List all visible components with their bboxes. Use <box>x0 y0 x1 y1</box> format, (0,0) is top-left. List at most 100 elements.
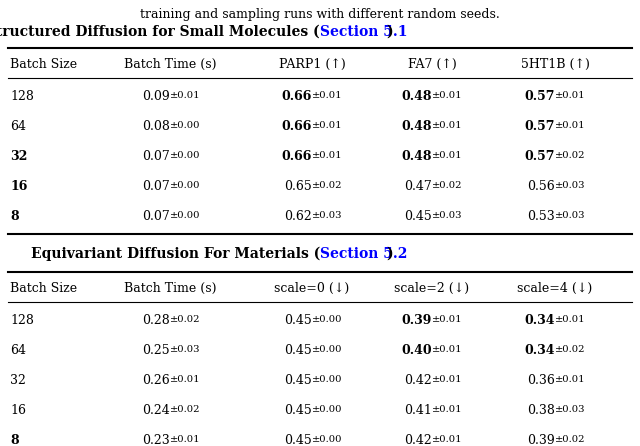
Text: 0.34: 0.34 <box>525 314 555 326</box>
Text: 0.45: 0.45 <box>284 373 312 387</box>
Text: 0.25: 0.25 <box>142 343 170 356</box>
Text: ±0.01: ±0.01 <box>170 435 200 445</box>
Text: FA7 (↑): FA7 (↑) <box>408 58 456 70</box>
Text: ±0.02: ±0.02 <box>555 152 586 161</box>
Text: 0.66: 0.66 <box>282 149 312 162</box>
Text: 0.45: 0.45 <box>284 343 312 356</box>
Text: 16: 16 <box>10 404 26 417</box>
Text: 0.28: 0.28 <box>142 314 170 326</box>
Text: 0.39: 0.39 <box>527 434 555 446</box>
Text: 0.56: 0.56 <box>527 179 555 193</box>
Text: ±0.01: ±0.01 <box>312 152 342 161</box>
Text: 0.07: 0.07 <box>142 210 170 223</box>
Text: ±0.01: ±0.01 <box>555 315 586 325</box>
Text: 0.38: 0.38 <box>527 404 555 417</box>
Text: 8: 8 <box>10 434 19 446</box>
Text: 0.34: 0.34 <box>525 343 555 356</box>
Text: ±0.02: ±0.02 <box>312 182 342 190</box>
Text: 0.08: 0.08 <box>142 120 170 132</box>
Text: 5HT1B (↑): 5HT1B (↑) <box>520 58 589 70</box>
Text: 0.45: 0.45 <box>284 314 312 326</box>
Text: 0.23: 0.23 <box>142 434 170 446</box>
Text: 0.57: 0.57 <box>525 120 555 132</box>
Text: 0.47: 0.47 <box>404 179 432 193</box>
Text: 0.45: 0.45 <box>404 210 432 223</box>
Text: Batch Size: Batch Size <box>10 58 77 70</box>
Text: ±0.01: ±0.01 <box>555 121 586 131</box>
Text: Equivariant Diffusion For Materials (: Equivariant Diffusion For Materials ( <box>31 247 320 261</box>
Text: ±0.01: ±0.01 <box>432 435 463 445</box>
Text: ±0.00: ±0.00 <box>312 376 342 384</box>
Text: 0.09: 0.09 <box>142 90 170 103</box>
Text: ±0.01: ±0.01 <box>170 91 200 100</box>
Text: 32: 32 <box>10 373 26 387</box>
Text: 0.62: 0.62 <box>284 210 312 223</box>
Text: 0.66: 0.66 <box>282 90 312 103</box>
Text: ±0.02: ±0.02 <box>170 315 200 325</box>
Text: ): ) <box>386 247 392 261</box>
Text: ±0.00: ±0.00 <box>312 315 342 325</box>
Text: ±0.00: ±0.00 <box>170 121 200 131</box>
Text: Batch Time (s): Batch Time (s) <box>124 58 216 70</box>
Text: Batch Size: Batch Size <box>10 281 77 294</box>
Text: ±0.00: ±0.00 <box>170 182 200 190</box>
Text: 128: 128 <box>10 90 34 103</box>
Text: ±0.01: ±0.01 <box>432 91 463 100</box>
Text: 0.48: 0.48 <box>401 90 432 103</box>
Text: ±0.03: ±0.03 <box>432 211 463 220</box>
Text: PARP1 (↑): PARP1 (↑) <box>278 58 346 70</box>
Text: ±0.00: ±0.00 <box>170 211 200 220</box>
Text: 0.39: 0.39 <box>402 314 432 326</box>
Text: ±0.00: ±0.00 <box>312 346 342 355</box>
Text: ±0.01: ±0.01 <box>555 376 586 384</box>
Text: 0.45: 0.45 <box>284 404 312 417</box>
Text: ±0.01: ±0.01 <box>555 91 586 100</box>
Text: ±0.01: ±0.01 <box>432 121 463 131</box>
Text: Section 5.1: Section 5.1 <box>320 25 408 39</box>
Text: scale=0 (↓): scale=0 (↓) <box>275 281 349 294</box>
Text: ±0.01: ±0.01 <box>432 315 463 325</box>
Text: ±0.00: ±0.00 <box>170 152 200 161</box>
Text: scale=2 (↓): scale=2 (↓) <box>394 281 470 294</box>
Text: 8: 8 <box>10 210 19 223</box>
Text: 16: 16 <box>10 179 28 193</box>
Text: ): ) <box>386 25 392 39</box>
Text: ±0.03: ±0.03 <box>170 346 200 355</box>
Text: 0.41: 0.41 <box>404 404 432 417</box>
Text: ±0.02: ±0.02 <box>555 346 586 355</box>
Text: 0.57: 0.57 <box>525 149 555 162</box>
Text: 0.26: 0.26 <box>142 373 170 387</box>
Text: 0.24: 0.24 <box>142 404 170 417</box>
Text: ±0.03: ±0.03 <box>555 211 586 220</box>
Text: ±0.00: ±0.00 <box>312 405 342 414</box>
Text: 0.53: 0.53 <box>527 210 555 223</box>
Text: 64: 64 <box>10 343 26 356</box>
Text: ±0.01: ±0.01 <box>432 405 463 414</box>
Text: ±0.02: ±0.02 <box>170 405 200 414</box>
Text: 128: 128 <box>10 314 34 326</box>
Text: Batch Time (s): Batch Time (s) <box>124 281 216 294</box>
Text: 0.48: 0.48 <box>401 120 432 132</box>
Text: 32: 32 <box>10 149 28 162</box>
Text: 0.42: 0.42 <box>404 373 432 387</box>
Text: ±0.01: ±0.01 <box>432 376 463 384</box>
Text: 0.66: 0.66 <box>282 120 312 132</box>
Text: Graph-Structured Diffusion for Small Molecules (: Graph-Structured Diffusion for Small Mol… <box>0 25 320 39</box>
Text: ±0.03: ±0.03 <box>555 405 586 414</box>
Text: ±0.01: ±0.01 <box>312 91 342 100</box>
Text: 64: 64 <box>10 120 26 132</box>
Text: training and sampling runs with different random seeds.: training and sampling runs with differen… <box>140 8 500 21</box>
Text: 0.42: 0.42 <box>404 434 432 446</box>
Text: ±0.00: ±0.00 <box>312 435 342 445</box>
Text: ±0.03: ±0.03 <box>555 182 586 190</box>
Text: 0.36: 0.36 <box>527 373 555 387</box>
Text: Section 5.2: Section 5.2 <box>320 247 408 261</box>
Text: ±0.01: ±0.01 <box>312 121 342 131</box>
Text: ±0.02: ±0.02 <box>555 435 586 445</box>
Text: 0.45: 0.45 <box>284 434 312 446</box>
Text: ±0.01: ±0.01 <box>432 346 463 355</box>
Text: 0.07: 0.07 <box>142 149 170 162</box>
Text: ±0.03: ±0.03 <box>312 211 342 220</box>
Text: 0.07: 0.07 <box>142 179 170 193</box>
Text: 0.48: 0.48 <box>401 149 432 162</box>
